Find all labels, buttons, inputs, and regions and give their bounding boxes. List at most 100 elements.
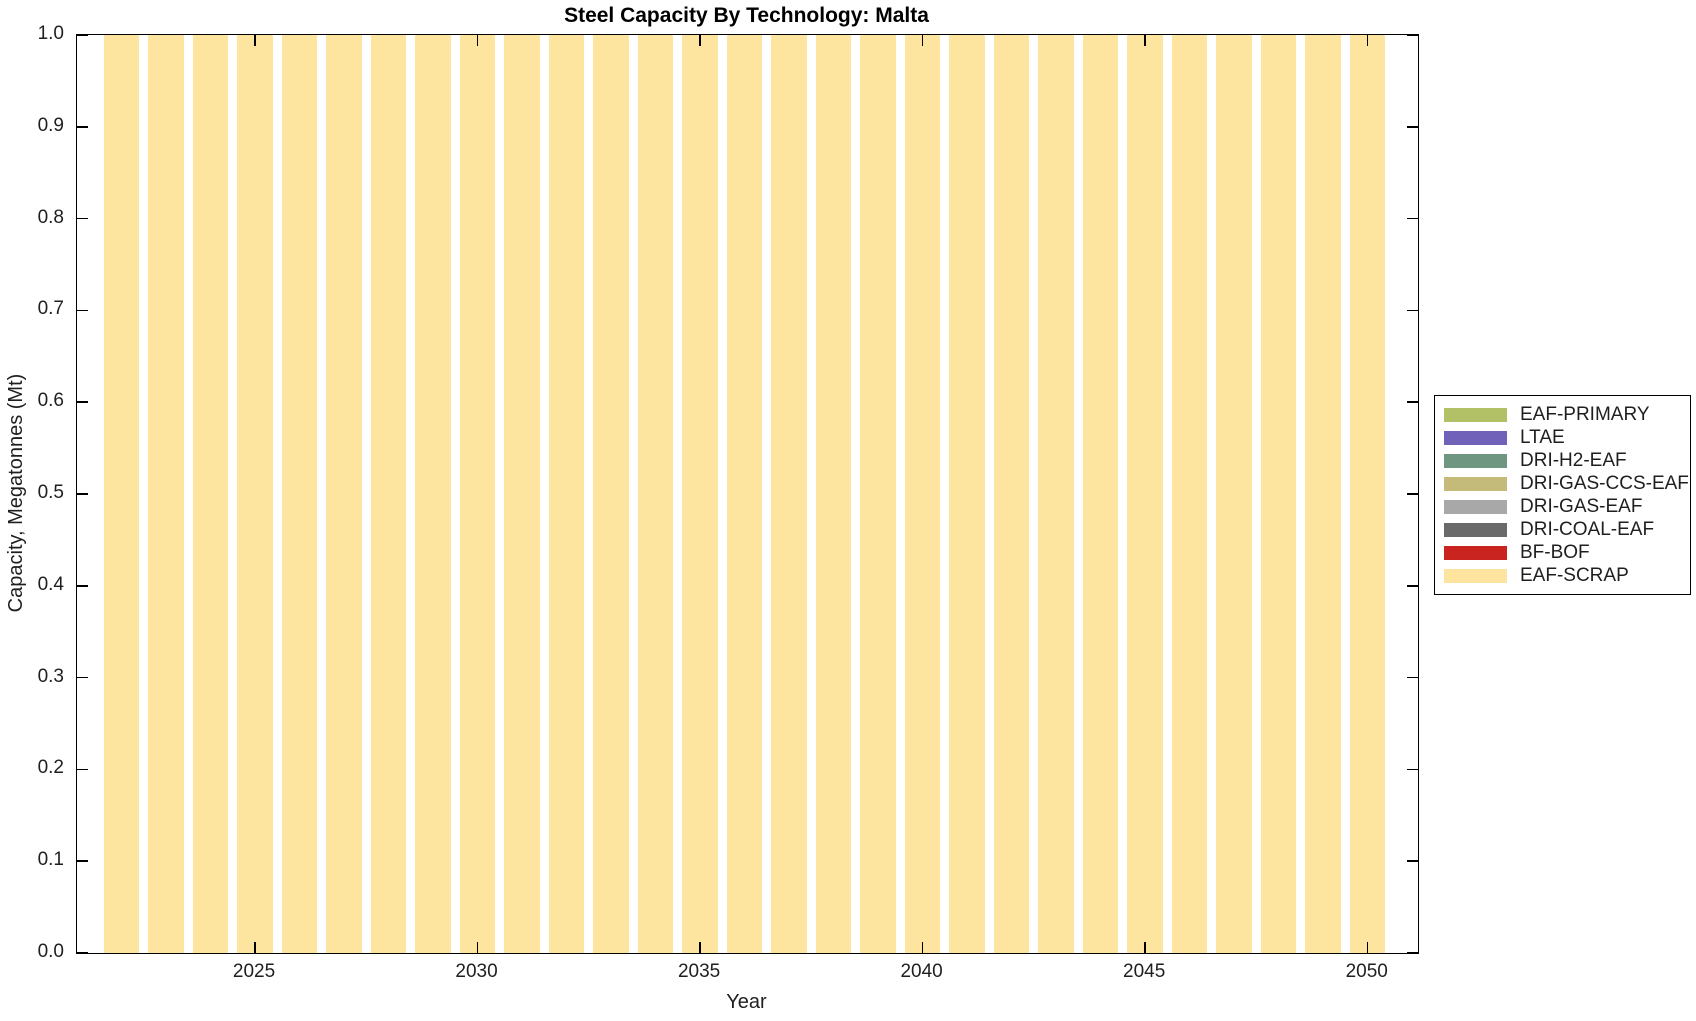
x-tick-mark xyxy=(699,942,701,953)
bar-2046-eaf-scrap xyxy=(1171,35,1208,953)
y-tick-label: 1.0 xyxy=(37,23,64,44)
y-tick-mark xyxy=(77,676,88,679)
legend-swatch-icon xyxy=(1444,453,1507,468)
x-tick-mark xyxy=(921,35,924,46)
x-tick-mark xyxy=(254,35,256,46)
y-tick-mark xyxy=(1407,676,1418,679)
chart-title: Steel Capacity By Technology: Malta xyxy=(564,4,929,27)
bar-2036-eaf-scrap xyxy=(726,35,763,953)
x-axis-label: Year xyxy=(726,991,767,1013)
y-tick-mark xyxy=(1407,309,1418,312)
y-tick-mark xyxy=(1407,860,1418,862)
legend-entry-ltae: LTAE xyxy=(1435,426,1690,449)
legend-label: LTAE xyxy=(1520,426,1565,448)
legend-entry-dri-coal-eaf: DRI-COAL-EAF xyxy=(1435,518,1690,541)
legend-entry-dri-h2-eaf: DRI-H2-EAF xyxy=(1435,449,1690,472)
legend-label: DRI-H2-EAF xyxy=(1520,449,1627,471)
bar-2044-eaf-scrap xyxy=(1082,35,1119,953)
legend-entry-bf-bof: BF-BOF xyxy=(1435,541,1690,564)
x-tick-mark xyxy=(1366,942,1369,953)
bar-2023-eaf-scrap xyxy=(148,35,184,953)
legend-entry-eaf-primary: EAF-PRIMARY xyxy=(1435,403,1690,426)
y-tick-mark xyxy=(77,401,88,403)
y-tick-mark xyxy=(77,493,88,495)
legend-label: EAF-PRIMARY xyxy=(1520,403,1650,425)
legend-label: BF-BOF xyxy=(1520,541,1590,563)
x-tick-mark xyxy=(1144,35,1146,46)
legend-entry-dri-gas-eaf: DRI-GAS-EAF xyxy=(1435,495,1690,518)
legend-label: DRI-COAL-EAF xyxy=(1520,518,1655,540)
x-tick-mark xyxy=(476,35,479,46)
legend-entry-dri-gas-ccs-eaf: DRI-GAS-CCS-EAF xyxy=(1435,472,1690,495)
x-tick-mark xyxy=(476,942,479,953)
legend-swatch-icon xyxy=(1444,545,1507,560)
y-tick-label: 0.5 xyxy=(37,482,64,503)
y-tick-mark xyxy=(77,768,88,771)
x-tick-mark xyxy=(699,35,701,46)
y-tick-label: 0.1 xyxy=(37,849,64,871)
bar-2026-eaf-scrap xyxy=(281,35,318,953)
legend-label: DRI-GAS-CCS-EAF xyxy=(1520,472,1689,494)
bar-2033-eaf-scrap xyxy=(593,35,629,953)
y-tick-label: 0.2 xyxy=(37,757,64,779)
bar-2047-eaf-scrap xyxy=(1216,35,1252,953)
bar-2048-eaf-scrap xyxy=(1260,35,1297,953)
legend-swatch-icon xyxy=(1444,499,1507,514)
y-tick-mark xyxy=(1407,126,1418,128)
bar-2050-eaf-scrap xyxy=(1349,35,1386,953)
bar-2045-eaf-scrap xyxy=(1127,35,1163,953)
x-tick-label: 2025 xyxy=(232,961,276,982)
bar-2039-eaf-scrap xyxy=(860,35,896,953)
y-tick-label: 0.7 xyxy=(37,298,64,320)
y-tick-label: 0.8 xyxy=(37,206,64,228)
bar-2041-eaf-scrap xyxy=(949,35,985,953)
x-tick-mark xyxy=(1144,942,1146,953)
bar-2024-eaf-scrap xyxy=(192,35,229,953)
legend-swatch-icon xyxy=(1444,568,1507,583)
legend-entry-eaf-scrap: EAF-SCRAP xyxy=(1435,564,1690,587)
x-tick-label: 2050 xyxy=(1345,961,1388,982)
y-tick-label: 0.3 xyxy=(37,665,64,687)
bar-2034-eaf-scrap xyxy=(637,35,674,953)
plot-area xyxy=(76,34,1419,954)
x-tick-mark xyxy=(1366,35,1369,46)
y-tick-mark xyxy=(1407,34,1418,36)
y-tick-mark xyxy=(77,126,88,128)
legend-label: DRI-GAS-EAF xyxy=(1520,495,1643,517)
bar-2028-eaf-scrap xyxy=(370,35,407,953)
legend-swatch-icon xyxy=(1444,407,1507,422)
bar-2038-eaf-scrap xyxy=(815,35,852,953)
bar-2025-eaf-scrap xyxy=(237,35,273,953)
y-tick-mark xyxy=(77,309,88,312)
y-tick-mark xyxy=(1407,768,1418,771)
y-tick-mark xyxy=(1407,585,1418,587)
bar-2035-eaf-scrap xyxy=(682,35,718,953)
y-tick-mark xyxy=(77,952,88,954)
y-tick-mark xyxy=(1407,401,1418,403)
y-tick-mark xyxy=(77,217,88,220)
bar-2032-eaf-scrap xyxy=(548,35,585,953)
y-tick-mark xyxy=(77,860,88,862)
bar-2022-eaf-scrap xyxy=(103,35,140,953)
x-tick-label: 2035 xyxy=(677,961,721,982)
legend-swatch-icon xyxy=(1444,476,1507,491)
bar-2043-eaf-scrap xyxy=(1038,35,1074,953)
legend-label: EAF-SCRAP xyxy=(1520,564,1629,586)
x-tick-label: 2030 xyxy=(455,961,498,982)
y-tick-mark xyxy=(1407,952,1418,954)
bar-2049-eaf-scrap xyxy=(1305,35,1341,953)
bar-2030-eaf-scrap xyxy=(459,35,496,953)
bar-2040-eaf-scrap xyxy=(904,35,941,953)
y-tick-label: 0.6 xyxy=(37,390,64,412)
y-tick-mark xyxy=(77,34,88,36)
x-tick-label: 2045 xyxy=(1123,961,1166,982)
y-tick-label: 0.9 xyxy=(37,114,64,136)
legend: EAF-PRIMARY LTAE DRI-H2-EAF DRI-GAS-CCS-EAF… xyxy=(1434,395,1691,595)
x-tick-mark xyxy=(921,942,924,953)
y-tick-label: 0.4 xyxy=(37,573,64,595)
y-tick-label: 0.0 xyxy=(37,941,64,962)
bar-2029-eaf-scrap xyxy=(415,35,451,953)
y-tick-mark xyxy=(1407,493,1418,495)
legend-swatch-icon xyxy=(1444,522,1507,537)
